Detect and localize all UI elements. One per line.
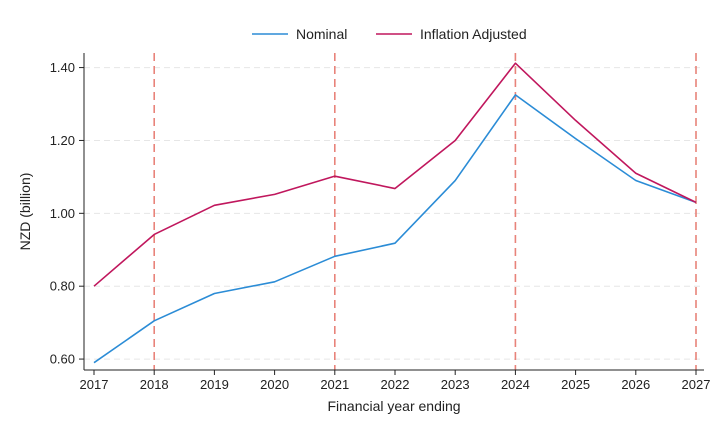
y-tick-label: 1.20 [50, 133, 75, 148]
x-tick-label: 2024 [501, 377, 530, 392]
series-line-nominal [93, 94, 697, 364]
x-tick-label: 2020 [260, 377, 289, 392]
x-axis-title: Financial year ending [327, 398, 460, 414]
x-tick-label: 2027 [682, 377, 711, 392]
axes: 0.60 0.80 1.00 1.20 1.40 2017 2018 2019 2020 2021… [50, 53, 711, 392]
y-tick-label: 1.00 [50, 206, 75, 221]
x-tick-label: 2023 [441, 377, 470, 392]
legend-label: Nominal [296, 26, 347, 42]
x-tick-label: 2025 [561, 377, 590, 392]
legend: Nominal Inflation Adjusted [252, 26, 527, 42]
reference-lines [153, 53, 697, 370]
x-tick-label: 2021 [320, 377, 349, 392]
legend-label: Inflation Adjusted [420, 26, 527, 42]
y-tick-label: 0.60 [50, 352, 75, 367]
y-tick-label: 1.40 [50, 60, 75, 75]
x-tick-label: 2017 [80, 377, 109, 392]
x-tick-label: 2019 [200, 377, 229, 392]
series-lines [93, 62, 697, 364]
y-tick-label: 0.80 [50, 279, 75, 294]
series-line-inflation-adjusted [93, 62, 697, 287]
x-tick-label: 2018 [140, 377, 169, 392]
x-tick-label: 2022 [381, 377, 410, 392]
grid-lines [84, 67, 704, 360]
x-tick-label: 2026 [621, 377, 650, 392]
y-axis-title: NZD (billion) [17, 173, 33, 251]
